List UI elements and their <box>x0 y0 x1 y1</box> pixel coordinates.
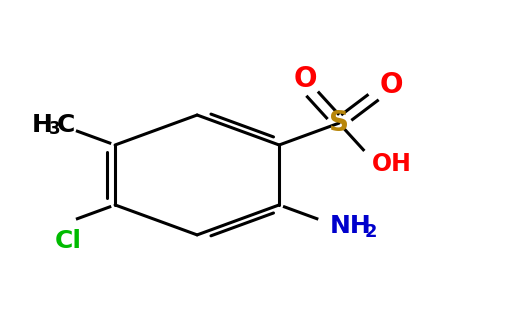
Text: H: H <box>32 113 53 137</box>
Text: C: C <box>56 113 75 137</box>
Text: 3: 3 <box>49 121 60 138</box>
Text: O: O <box>294 64 317 93</box>
Text: O: O <box>379 71 403 99</box>
Text: OH: OH <box>372 152 412 176</box>
Text: Cl: Cl <box>55 229 82 253</box>
Text: NH: NH <box>330 214 371 238</box>
Text: 2: 2 <box>365 223 377 241</box>
Text: S: S <box>329 109 349 137</box>
